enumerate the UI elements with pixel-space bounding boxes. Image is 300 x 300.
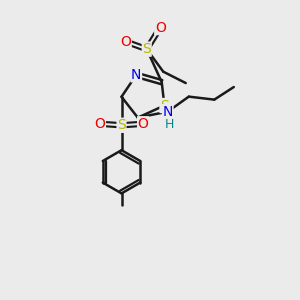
Text: H: H [165, 118, 174, 131]
Text: S: S [160, 98, 169, 112]
Text: S: S [117, 118, 126, 132]
Text: O: O [94, 117, 105, 131]
Text: O: O [155, 20, 166, 34]
Text: O: O [120, 34, 131, 49]
Text: N: N [163, 105, 173, 118]
Text: N: N [131, 68, 142, 82]
Text: S: S [142, 42, 151, 56]
Text: O: O [138, 117, 148, 131]
